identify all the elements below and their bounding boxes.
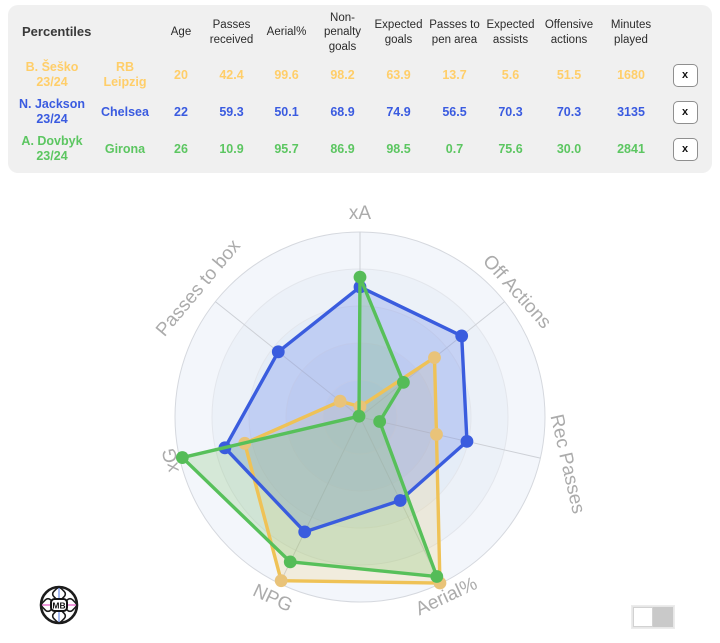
stat-passes-to-pen: 56.5	[442, 104, 467, 119]
stat-npg: 68.9	[330, 104, 355, 119]
radar-spoke	[279, 416, 361, 584]
stat-xg: 63.9	[386, 67, 411, 82]
remove-cell: x	[662, 100, 708, 124]
radar-point	[455, 329, 469, 343]
stat-off-actions: 51.5	[556, 67, 582, 82]
radar-point	[175, 451, 189, 464]
table-row-sesko: B. Šeško 23/24 RB Leipzig 20 42.4 99.6 98…	[8, 60, 712, 91]
mb-logo: MB	[39, 585, 79, 625]
percentiles-header: Percentiles	[22, 24, 92, 40]
radar-point	[393, 494, 407, 507]
radar-outline-n-jackson-23-24	[223, 285, 469, 534]
stat-age: 26	[174, 141, 188, 156]
remove-cell: x	[662, 137, 708, 161]
col-header-xa: Expected assists	[486, 19, 535, 46]
stat-npg: 86.9	[330, 141, 355, 156]
radar-point	[396, 375, 410, 389]
stat-passes-received: 10.9	[219, 141, 244, 156]
col-header-aerial: Aerial%	[266, 26, 307, 39]
stat-minutes: 1680	[617, 67, 645, 82]
stat-xa: 75.6	[498, 141, 523, 156]
col-header-npg: Non-penalty goals	[323, 12, 362, 53]
table-row-dovbyk: A. Dovbyk 23/24 Girona 26 10.9 95.7 86.9 …	[8, 134, 712, 165]
stat-aerial: 95.7	[274, 141, 299, 156]
radar-point	[283, 555, 297, 569]
remove-cell: x	[662, 63, 708, 87]
player-name: N. Jackson 23/24	[19, 96, 86, 127]
stat-passes-received: 42.4	[219, 67, 244, 82]
radar-point	[271, 345, 285, 359]
radar-chart: xA Off Actions Rec Passes Aerial% NPG xG Passe…	[0, 185, 720, 643]
stat-npg: 98.2	[330, 67, 355, 82]
col-header-age: Age	[170, 26, 192, 39]
radar-axis-label-xa: xA	[349, 203, 372, 224]
stat-passes-received: 59.3	[219, 104, 244, 119]
stat-minutes: 2841	[617, 141, 645, 156]
col-header-xg: Expected goals	[374, 19, 423, 46]
player-team: Girona	[104, 141, 146, 156]
radar-point	[352, 409, 366, 423]
stat-age: 22	[174, 104, 188, 119]
radar-spoke	[359, 416, 541, 459]
stat-aerial: 99.6	[274, 67, 299, 82]
col-header-passes-received: Passes received	[209, 19, 254, 46]
toggle-track	[633, 607, 673, 627]
table-header-row: Percentiles Age Passes received Aerial% …	[8, 11, 712, 54]
toggle-knob[interactable]	[633, 607, 653, 627]
stat-xa: 70.3	[498, 104, 523, 119]
player-name: A. Dovbyk 23/24	[21, 133, 83, 164]
remove-player-button[interactable]: x	[672, 63, 698, 87]
logo-text: MB	[52, 600, 65, 610]
percentiles-table: Percentiles Age Passes received Aerial% …	[8, 5, 712, 173]
col-header-passes-to-pen: Passes to pen area	[429, 19, 480, 46]
radar-point	[353, 270, 367, 284]
player-team: RB Leipzig	[103, 59, 147, 90]
stat-passes-to-pen: 13.7	[442, 67, 467, 82]
stat-passes-to-pen: 0.7	[445, 141, 464, 156]
radar-fill-a-dovbyk-23-24	[182, 277, 437, 577]
stat-off-actions: 30.0	[556, 141, 582, 156]
stat-aerial: 50.1	[274, 104, 299, 119]
col-header-off-actions: Offensive actions	[544, 19, 594, 46]
stat-minutes: 3135	[617, 104, 645, 119]
stat-xg: 98.5	[386, 141, 411, 156]
radar-point	[373, 415, 387, 428]
radar-fill-b-e-ko-23-24	[244, 357, 440, 584]
radar-point	[428, 351, 441, 364]
remove-player-button[interactable]: x	[672, 137, 698, 161]
radar-point	[460, 435, 474, 448]
table-row-jackson: N. Jackson 23/24 Chelsea 22 59.3 50.1 68.…	[8, 97, 712, 128]
radar-axis-label-rec-passes: Rec Passes	[546, 412, 589, 516]
chart-mode-toggle[interactable]	[631, 605, 675, 629]
stat-off-actions: 70.3	[556, 104, 582, 119]
radar-point	[430, 570, 444, 583]
stat-xa: 5.6	[501, 67, 520, 82]
radar-point	[333, 394, 347, 408]
stat-xg: 74.9	[386, 104, 411, 119]
col-header-minutes: Minutes played	[610, 19, 652, 46]
stat-age: 20	[174, 67, 188, 82]
player-team: Chelsea	[101, 104, 149, 119]
radar-outline-a-dovbyk-23-24	[180, 275, 439, 579]
radar-point	[274, 574, 288, 588]
radar-point	[298, 525, 312, 539]
radar-point	[430, 428, 443, 441]
remove-player-button[interactable]: x	[672, 100, 698, 124]
player-name: B. Šeško 23/24	[25, 59, 79, 90]
radar-outline-b-e-ko-23-24	[243, 355, 442, 585]
